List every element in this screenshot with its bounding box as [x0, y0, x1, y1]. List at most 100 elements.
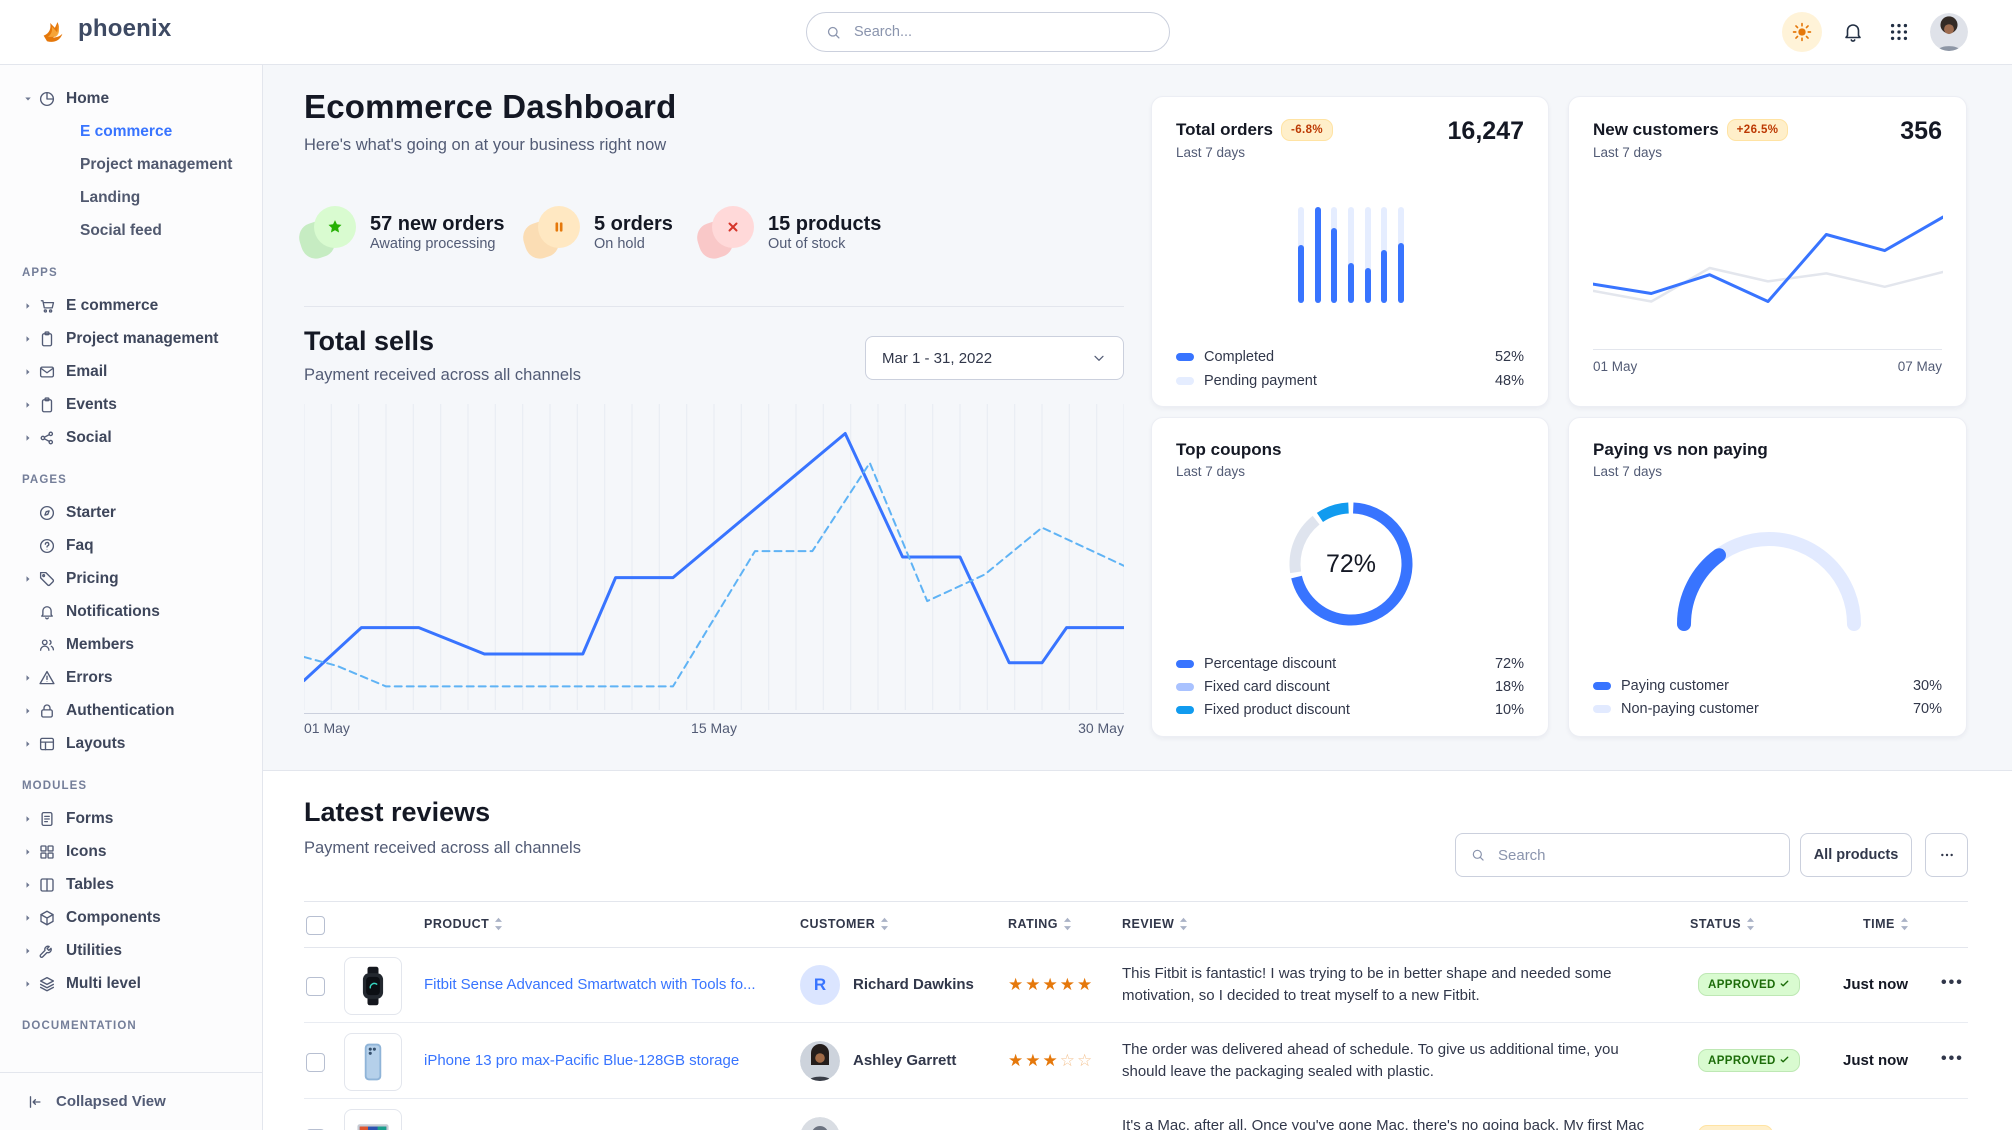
rating-stars: ★★★★★	[1008, 975, 1095, 994]
row-actions-button[interactable]: •••	[1941, 974, 1964, 991]
apps-grid-button[interactable]	[1884, 17, 1914, 47]
check-icon	[1780, 1056, 1789, 1063]
sidebar-item-faq[interactable]: Faq	[22, 529, 262, 562]
donut-center-label: 72%	[1325, 549, 1377, 578]
row-checkbox[interactable]	[306, 977, 325, 996]
sort-icon	[1900, 917, 1908, 931]
sidebar-item-social[interactable]: Social	[22, 421, 262, 454]
lock-icon	[41, 703, 53, 718]
order-bar	[1347, 207, 1354, 303]
brand-logo[interactable]: phoenix	[38, 14, 171, 44]
total-sells-title: Total sells	[304, 326, 435, 356]
sidebar-item-pricing[interactable]: Pricing	[22, 562, 262, 595]
sidebar-item-layouts[interactable]: Layouts	[22, 727, 262, 760]
caret-right-icon	[26, 848, 30, 855]
select-all-checkbox[interactable]	[306, 916, 325, 940]
sidebar-item-tables[interactable]: Tables	[22, 868, 262, 901]
review-row-1: Fitbit Sense Advanced Smartwatch with To…	[263, 947, 2012, 1023]
sidebar-item-icons[interactable]: Icons	[22, 835, 262, 868]
legend-completed: Completed 52%	[1176, 347, 1524, 367]
stat-orders-on-hold: 5 orders On hold	[519, 206, 673, 263]
reviews-search-input[interactable]	[1496, 845, 1775, 865]
row-divider	[304, 1098, 1968, 1099]
all-products-button[interactable]: All products	[1800, 833, 1912, 877]
iphone-image	[364, 1043, 382, 1081]
column-header-product[interactable]: PRODUCT	[424, 917, 503, 931]
total-orders-bar-chart	[1298, 207, 1404, 303]
sidebar-item-project-management-app[interactable]: Project management	[22, 322, 262, 355]
sidebar-item-forms[interactable]: Forms	[22, 802, 262, 835]
total-orders-value: 16,247	[1447, 117, 1524, 145]
collapse-sidebar-button[interactable]: Collapsed View	[0, 1072, 262, 1130]
product-thumbnail-phone[interactable]	[344, 1033, 402, 1091]
grid-9-dots-icon	[1890, 23, 1908, 41]
order-bar	[1298, 207, 1304, 303]
sidebar-item-landing[interactable]: Landing	[80, 188, 141, 206]
legend-paying-customer: Paying customer 30%	[1593, 676, 1942, 696]
column-header-review[interactable]: REVIEW	[1122, 917, 1188, 931]
product-link[interactable]: Fitbit Sense Advanced Smartwatch with To…	[424, 976, 756, 993]
caret-right-icon	[26, 401, 30, 408]
reviews-more-button[interactable]	[1925, 833, 1968, 877]
sidebar-item-events[interactable]: Events	[22, 388, 262, 421]
column-header-customer[interactable]: CUSTOMER	[800, 917, 889, 931]
chart-baseline	[1593, 349, 1942, 350]
product-thumbnail-smartwatch[interactable]	[344, 957, 402, 1015]
product-link[interactable]: iPhone 13 pro max-Pacific Blue-128GB sto…	[424, 1052, 740, 1069]
customer-avatar-photo[interactable]	[800, 1041, 840, 1081]
sidebar-item-starter[interactable]: Starter	[22, 496, 262, 529]
review-row-3: It's a Mac, after all. Once you've gone …	[263, 1099, 2012, 1130]
paying-gauge-chart	[1676, 532, 1861, 631]
caret-down-icon	[25, 97, 31, 100]
wrench-icon	[39, 945, 52, 958]
sidebar-item-email[interactable]: Email	[22, 355, 262, 388]
legend-pending-payment: Pending payment 48%	[1176, 371, 1524, 391]
theme-toggle-button[interactable]	[1782, 12, 1822, 52]
column-header-rating[interactable]: RATING	[1008, 917, 1072, 931]
sidebar-item-utilities[interactable]: Utilities	[22, 934, 262, 967]
sidebar-item-ecommerce[interactable]: E commerce	[80, 122, 173, 140]
sidebar-item-ecommerce-app[interactable]: E commerce	[22, 289, 262, 322]
sort-icon	[881, 917, 889, 931]
top-coupons-title: Top coupons	[1176, 440, 1282, 459]
warning-triangle-icon	[39, 670, 55, 684]
total-orders-badge: -6.8%	[1280, 119, 1334, 141]
imac-image	[357, 1124, 389, 1130]
sidebar-item-errors[interactable]: Errors	[22, 661, 262, 694]
page-subtitle: Here's what's going on at your business …	[304, 136, 667, 154]
row-checkbox[interactable]	[306, 1053, 325, 1072]
sidebar-item-notifications[interactable]: Notifications	[22, 595, 262, 628]
global-search	[806, 12, 1170, 52]
users-icon	[39, 638, 55, 651]
user-avatar[interactable]	[1930, 13, 1968, 51]
status-badge: APPROVED	[1698, 973, 1801, 996]
sidebar-item-social-feed[interactable]: Social feed	[80, 221, 162, 239]
customer-avatar-initial[interactable]: R	[800, 965, 840, 1005]
column-header-time[interactable]: TIME	[1863, 917, 1909, 931]
paying-vs-nonpaying-card: Paying vs non paying Last 7 days Paying …	[1568, 417, 1967, 737]
caret-right-icon	[26, 368, 30, 375]
new-customers-title: New customers	[1593, 120, 1719, 139]
date-range-select[interactable]: Mar 1 - 31, 2022	[865, 336, 1124, 380]
sidebar-item-authentication[interactable]: Authentication	[22, 694, 262, 727]
global-search-input[interactable]	[852, 23, 1151, 41]
sort-icon	[1747, 917, 1755, 931]
new-customers-value: 356	[1900, 117, 1942, 145]
column-header-status[interactable]: STATUS	[1690, 917, 1755, 931]
sidebar-item-members[interactable]: Members	[22, 628, 262, 661]
total-sells-x-axis: 01 May 15 May 30 May	[304, 720, 1124, 736]
customer-avatar-photo[interactable]	[800, 1117, 840, 1130]
search-icon	[827, 26, 840, 39]
order-bar	[1331, 207, 1338, 303]
product-thumbnail-imac[interactable]	[344, 1109, 402, 1130]
navbar-actions	[1782, 0, 1968, 64]
sidebar-item-project-management[interactable]: Project management	[80, 155, 233, 173]
notifications-button[interactable]	[1838, 17, 1868, 47]
sidebar-item-multi-level[interactable]: Multi level	[22, 967, 262, 1000]
sidebar-item-components[interactable]: Components	[22, 901, 262, 934]
order-bar	[1397, 207, 1404, 303]
sidebar-item-home[interactable]: Home	[22, 82, 262, 115]
avatar-photo	[1930, 13, 1968, 51]
row-actions-button[interactable]: •••	[1941, 1050, 1964, 1067]
